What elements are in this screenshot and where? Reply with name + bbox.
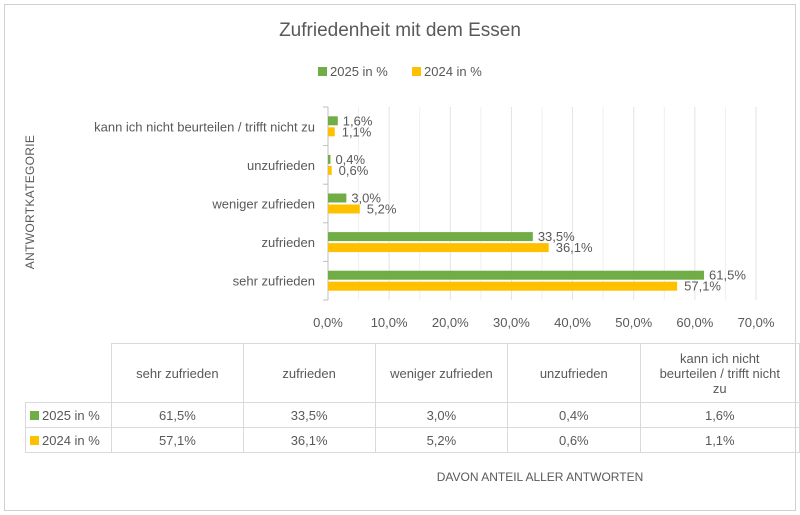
bar-2024 <box>328 281 678 291</box>
bar-plot: 0,0% 10,0% 20,0% 30,0% 40,0% 50,0% 60,0% 70,0% s… <box>94 106 775 330</box>
legend-swatch <box>318 67 327 76</box>
data-label: 57,1% <box>684 279 721 294</box>
y-tick-label: unzufrieden <box>247 158 315 173</box>
y-tick-label: sehr zufrieden <box>233 274 315 289</box>
table-cell: 3,0% <box>374 402 509 428</box>
table-cell: 0,6% <box>507 427 641 453</box>
x-tick-label: 50,0% <box>615 315 652 330</box>
bar-2024 <box>328 243 549 253</box>
table-cell: 61,5% <box>111 402 244 428</box>
x-tick-label: 70,0% <box>738 315 775 330</box>
table-cell: 33,5% <box>242 402 376 428</box>
x-tick-label: 0,0% <box>313 315 343 330</box>
bar-2024 <box>328 127 335 137</box>
data-label: 61,5% <box>709 268 746 283</box>
data-label: 3,0% <box>351 191 381 206</box>
table-cell: 36,1% <box>242 427 376 453</box>
table-row: 2024 in % 57,1% 36,1% 5,2% 0,6% 1,1% <box>24 427 800 453</box>
row-label: 2025 in % <box>24 402 113 428</box>
table-header: kann ich nicht beurteilen / trifft nicht… <box>639 343 800 403</box>
legend-label: 2024 in % <box>424 64 482 79</box>
bar-2025 <box>328 154 331 164</box>
x-axis-title: DAVON ANTEIL ALLER ANTWORTEN <box>436 470 644 484</box>
table-header: zufrieden <box>242 343 376 403</box>
data-label: 0,4% <box>335 152 365 167</box>
data-label: 5,2% <box>367 202 397 217</box>
data-label: 1,1% <box>342 124 372 139</box>
data-label: 33,5% <box>538 229 575 244</box>
legend-swatch <box>412 67 421 76</box>
data-table: sehr zufrieden zufrieden weniger zufrieden… <box>24 343 800 453</box>
bar-2024 <box>328 204 360 214</box>
table-cell: 1,6% <box>639 402 800 428</box>
legend-item-2024: 2024 in % <box>412 64 482 79</box>
bar-2025 <box>328 232 533 242</box>
x-tick-label: 30,0% <box>493 315 530 330</box>
row-label: 2024 in % <box>24 427 113 453</box>
table-header: sehr zufrieden <box>111 343 244 403</box>
y-tick-label: kann ich nicht beurteilen / trifft nicht… <box>94 119 315 134</box>
data-label: 1,6% <box>343 113 373 128</box>
chart-title: Zufriedenheit mit dem Essen <box>279 20 521 41</box>
y-tick-label: weniger zufrieden <box>211 197 315 212</box>
table-cell: 5,2% <box>374 427 509 453</box>
bar-2025 <box>328 270 705 280</box>
x-tick-label: 40,0% <box>554 315 591 330</box>
x-tick-label: 10,0% <box>371 315 408 330</box>
legend-item-2025: 2025 in % <box>318 64 388 79</box>
x-tick-label: 20,0% <box>432 315 469 330</box>
bar-2024 <box>328 165 332 175</box>
data-label: 36,1% <box>556 240 593 255</box>
table-header: unzufrieden <box>507 343 641 403</box>
bar-2025 <box>328 193 347 203</box>
table-cell: 0,4% <box>507 402 641 428</box>
legend-label: 2025 in % <box>330 64 388 79</box>
x-tick-label: 60,0% <box>676 315 713 330</box>
table-header: weniger zufrieden <box>374 343 509 403</box>
data-label: 0,6% <box>339 163 369 178</box>
y-tick-label: zufrieden <box>262 235 315 250</box>
table-cell: 1,1% <box>639 427 800 453</box>
table-row: 2025 in % 61,5% 33,5% 3,0% 0,4% 1,6% <box>24 402 800 428</box>
bar-2025 <box>328 116 338 126</box>
table-cell: 57,1% <box>111 427 244 453</box>
table-corner <box>26 344 112 403</box>
